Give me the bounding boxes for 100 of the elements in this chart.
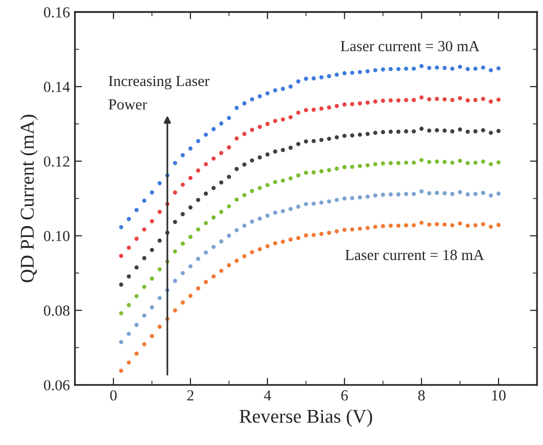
point — [496, 128, 501, 134]
point — [358, 132, 362, 137]
point — [188, 264, 193, 268]
point — [488, 99, 493, 104]
point — [442, 160, 447, 164]
point — [419, 220, 424, 225]
point — [412, 129, 416, 134]
point — [496, 98, 501, 102]
point — [119, 368, 124, 373]
point — [458, 221, 462, 226]
point — [481, 96, 486, 101]
y-tick-label: 0.10 — [44, 230, 70, 242]
point — [304, 139, 308, 144]
point — [312, 108, 316, 112]
point — [304, 202, 308, 206]
point — [396, 130, 400, 134]
point — [342, 102, 347, 107]
point — [458, 64, 462, 69]
point — [434, 159, 439, 164]
point — [473, 98, 478, 102]
point — [304, 233, 308, 238]
point — [412, 66, 416, 71]
point — [258, 186, 262, 190]
point — [380, 161, 386, 166]
point — [226, 116, 232, 120]
point — [119, 225, 124, 230]
point — [265, 122, 270, 126]
point — [473, 192, 478, 196]
point — [473, 129, 478, 134]
point — [158, 324, 162, 329]
point — [466, 66, 470, 72]
point — [466, 160, 470, 166]
point — [119, 340, 124, 344]
point — [396, 98, 400, 102]
point — [265, 244, 270, 248]
point — [419, 126, 424, 131]
point — [319, 169, 324, 174]
point — [126, 246, 131, 250]
point — [150, 305, 154, 310]
point — [312, 232, 316, 238]
point — [142, 256, 146, 260]
point — [234, 166, 239, 172]
point — [280, 117, 285, 122]
point — [380, 98, 386, 103]
point — [434, 222, 439, 226]
point — [119, 282, 124, 287]
point — [334, 135, 339, 140]
point — [172, 190, 178, 195]
point — [442, 191, 447, 196]
point — [388, 224, 393, 228]
point — [188, 234, 193, 239]
point — [150, 219, 154, 224]
point — [172, 249, 178, 254]
point — [319, 75, 324, 80]
point — [273, 118, 278, 123]
point — [373, 162, 378, 166]
point — [204, 280, 208, 284]
point — [481, 222, 486, 226]
point — [204, 162, 208, 166]
point — [158, 238, 162, 243]
point — [396, 160, 400, 166]
point — [296, 79, 300, 84]
point — [211, 127, 216, 132]
point — [327, 105, 332, 110]
point — [366, 163, 370, 168]
point — [180, 153, 185, 158]
point — [226, 234, 232, 238]
point — [180, 300, 185, 305]
y-tick-label: 0.14 — [44, 82, 70, 92]
point — [427, 66, 432, 70]
point — [296, 142, 300, 146]
point — [334, 229, 339, 234]
point — [388, 98, 393, 102]
point — [388, 192, 393, 196]
point — [404, 160, 408, 165]
point — [273, 241, 278, 246]
point — [488, 224, 493, 229]
point — [211, 186, 216, 190]
point — [304, 170, 308, 175]
point — [496, 66, 501, 70]
point — [388, 130, 393, 134]
point — [342, 196, 347, 201]
point — [496, 192, 501, 196]
point — [172, 220, 178, 224]
point — [180, 242, 185, 246]
y-tick-label: 0.16 — [44, 7, 70, 18]
point — [280, 209, 285, 214]
point — [327, 136, 332, 141]
point — [226, 263, 232, 268]
x-tick-label: 4 — [264, 390, 272, 400]
point — [250, 220, 254, 224]
point — [496, 222, 501, 228]
point — [204, 250, 208, 255]
point — [196, 227, 200, 232]
point — [312, 170, 316, 174]
point — [196, 286, 200, 290]
point — [296, 236, 300, 240]
point — [204, 132, 208, 137]
point — [358, 101, 362, 106]
point — [350, 227, 354, 232]
